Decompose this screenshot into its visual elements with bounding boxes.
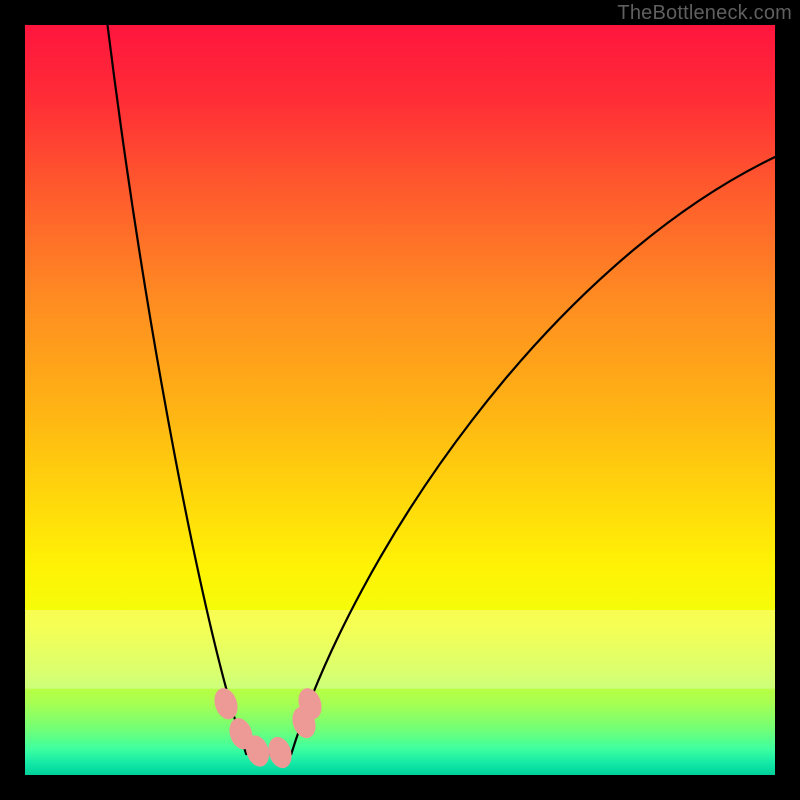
- watermark-text: TheBottleneck.com: [617, 2, 792, 25]
- chart-root: TheBottleneck.com: [0, 0, 800, 800]
- bottleneck-chart-svg: [0, 0, 800, 800]
